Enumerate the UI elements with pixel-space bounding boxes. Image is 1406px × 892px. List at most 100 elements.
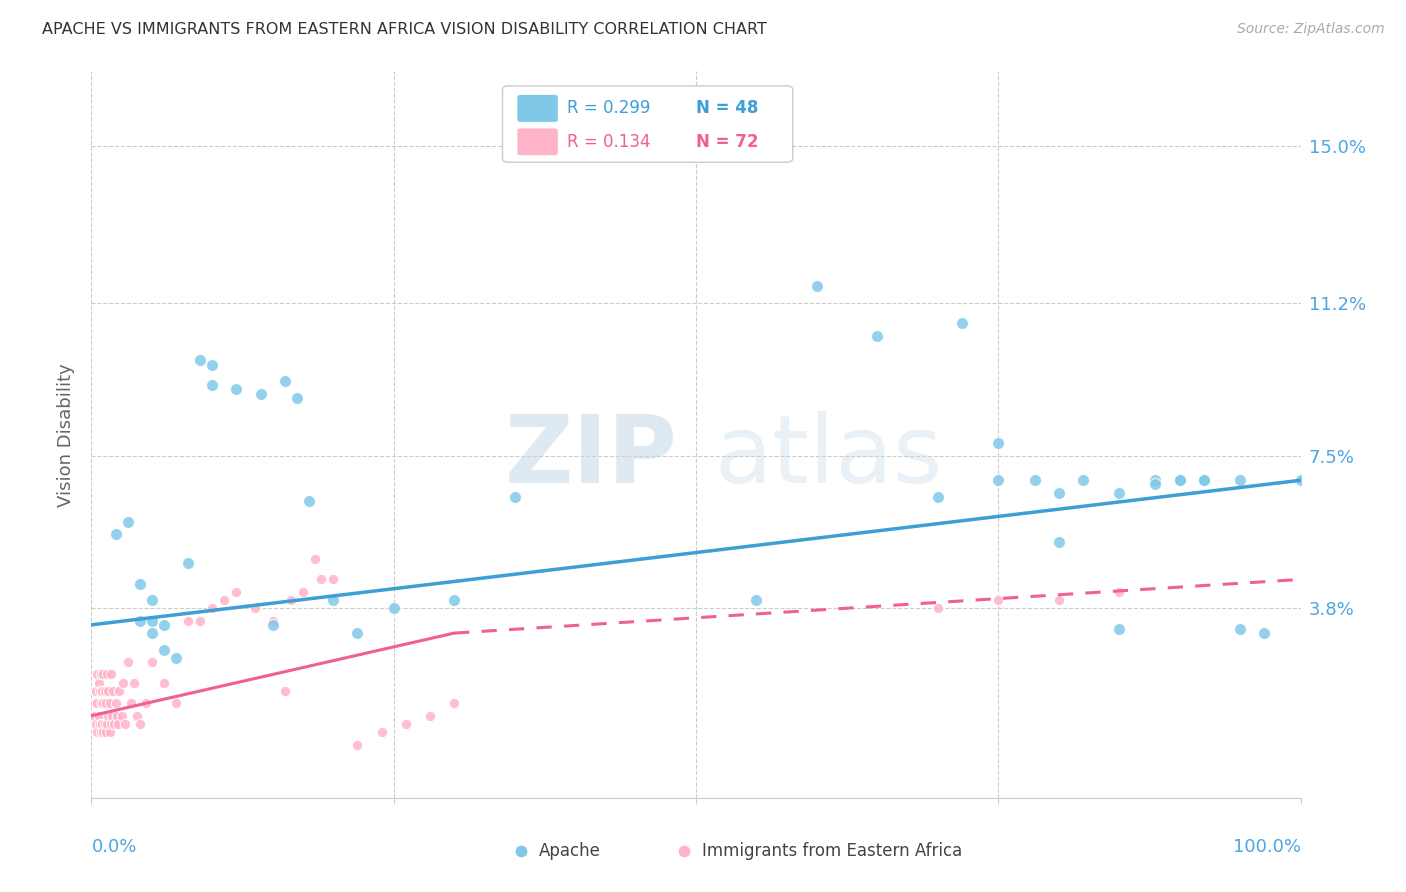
Text: Immigrants from Eastern Africa: Immigrants from Eastern Africa [702,842,962,860]
Point [1229,622,1251,636]
FancyBboxPatch shape [517,128,558,156]
Point [249,386,271,401]
Point [108,684,131,698]
Point [443,593,465,607]
Point [987,593,1010,607]
Point [1192,473,1215,487]
Point [274,684,297,698]
Point [104,696,127,710]
Point [128,614,150,628]
Text: Apache: Apache [538,842,600,860]
Point [84,684,107,698]
Point [153,642,176,657]
Point [370,725,392,739]
Point [127,708,149,723]
Point [322,573,344,587]
Point [987,473,1010,487]
Point [745,593,768,607]
Point [1229,473,1251,487]
Text: N = 72: N = 72 [696,133,758,151]
Point [1144,477,1167,491]
Point [153,618,176,632]
Point [89,684,111,698]
Point [122,675,145,690]
Point [93,725,115,739]
Point [91,717,114,731]
Point [1047,485,1070,500]
Point [1108,485,1130,500]
FancyBboxPatch shape [502,86,793,162]
Point [120,696,142,710]
Point [165,651,187,665]
Point [100,717,122,731]
Point [419,708,441,723]
Point [128,717,150,731]
Text: R = 0.134: R = 0.134 [567,133,650,151]
Point [87,675,110,690]
Point [201,601,224,615]
Point [105,708,128,723]
Point [96,717,118,731]
Point [101,708,124,723]
Point [177,556,200,570]
Point [94,725,117,739]
Point [1168,473,1191,487]
Point [262,618,284,632]
Point [96,667,118,681]
Point [117,515,139,529]
Point [128,576,150,591]
Point [104,527,127,541]
Point [107,717,129,731]
Point [201,358,224,372]
Point [84,696,107,710]
Point [987,436,1010,450]
Point [927,601,949,615]
Point [90,696,112,710]
Point [443,696,465,710]
Point [201,378,224,392]
Point [141,655,163,669]
Point [395,717,418,731]
Point [304,551,326,566]
Point [274,374,297,388]
Point [86,696,108,710]
Point [1253,626,1275,640]
Point [83,708,105,723]
Text: N = 48: N = 48 [696,99,758,118]
Point [188,353,211,368]
Point [141,626,163,640]
Point [309,573,332,587]
Point [153,675,176,690]
Text: ZIP: ZIP [505,410,678,503]
Point [111,675,134,690]
Point [114,717,136,731]
Point [93,667,115,681]
Point [90,725,112,739]
Point [1024,473,1046,487]
Point [225,383,247,397]
Point [1168,473,1191,487]
Point [503,490,526,504]
Point [97,684,120,698]
Point [1071,473,1094,487]
Point [1047,593,1070,607]
Point [97,708,120,723]
Point [214,593,236,607]
Point [177,614,200,628]
Point [1144,473,1167,487]
Point [91,684,114,698]
Point [117,655,139,669]
Text: atlas: atlas [714,410,942,503]
Point [927,490,949,504]
Point [280,593,302,607]
Point [806,279,828,293]
FancyBboxPatch shape [517,95,558,122]
Point [141,614,163,628]
Point [93,684,115,698]
Point [262,614,284,628]
Point [346,626,368,640]
Point [291,584,314,599]
Point [94,696,117,710]
Text: 100.0%: 100.0% [1233,838,1301,856]
Point [1192,473,1215,487]
